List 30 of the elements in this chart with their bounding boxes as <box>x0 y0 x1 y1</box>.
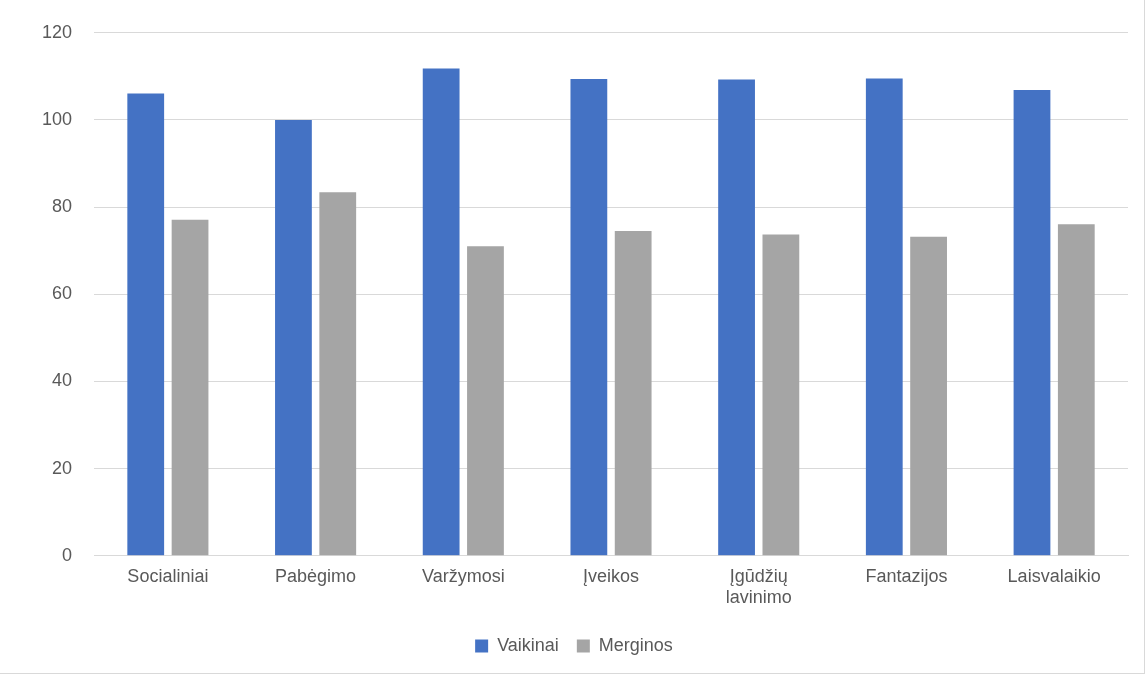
x-tick-label: Socialiniai <box>127 565 209 586</box>
bar <box>570 79 608 556</box>
y-tick-label: 120 <box>41 21 73 42</box>
x-tick-label: Pabėgimo <box>275 565 357 586</box>
bar <box>865 78 903 556</box>
bar <box>718 79 755 556</box>
x-tick-label: Fantazijos <box>865 565 948 586</box>
bar <box>1013 89 1051 556</box>
bar <box>275 119 312 556</box>
y-tick-label: 60 <box>52 283 73 304</box>
bar <box>1057 224 1095 556</box>
y-tick-label: 20 <box>52 457 73 478</box>
bar <box>422 68 460 556</box>
bar <box>171 219 209 556</box>
y-tick-label: 100 <box>41 108 73 129</box>
x-tick-label: Varžymosi <box>421 565 505 586</box>
x-tick-label: Įveikos <box>583 565 640 586</box>
y-tick-label: 80 <box>52 196 73 217</box>
legend-label: Merginos <box>598 634 673 655</box>
bar <box>614 231 652 556</box>
bar <box>319 192 357 556</box>
bar <box>762 234 800 556</box>
y-tick-label: 0 <box>62 544 73 565</box>
bar <box>467 246 504 556</box>
bar <box>910 236 947 556</box>
y-tick-label: 40 <box>52 370 73 391</box>
x-tick-label: Įgūdžių lavinimo <box>725 565 792 608</box>
bar <box>127 93 165 556</box>
x-tick-label: Laisvalaikio <box>1007 565 1101 586</box>
legend-label: Vaikinai <box>497 634 559 655</box>
